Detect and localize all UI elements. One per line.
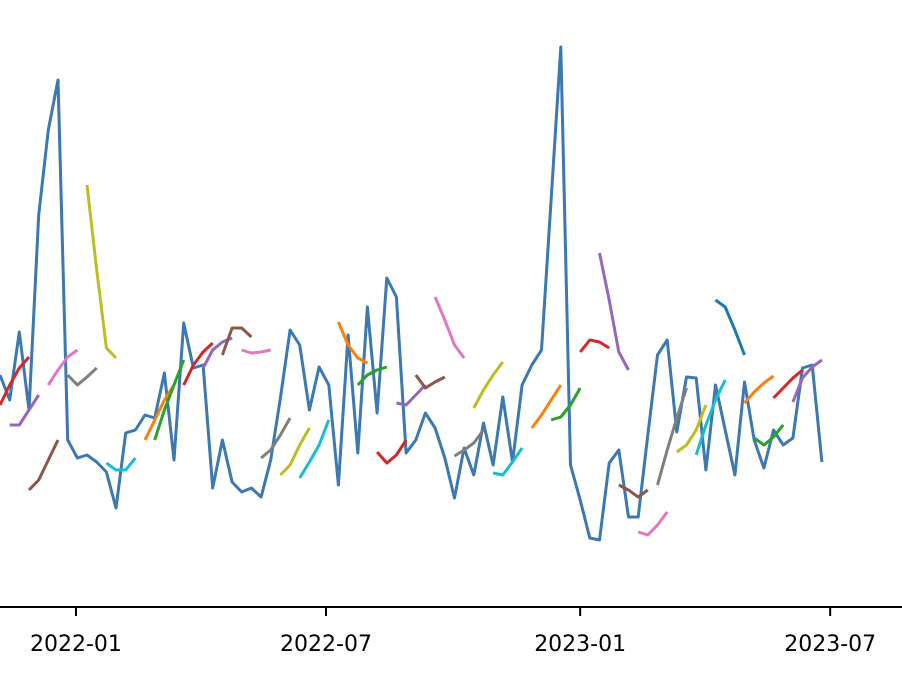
x-tick-label: 2022-01	[30, 632, 122, 657]
series-line	[47, 348, 79, 386]
x-tick-label: 2023-07	[784, 632, 876, 657]
series-line	[279, 427, 311, 477]
series-line	[618, 483, 649, 499]
series-line	[753, 424, 785, 447]
series-line	[260, 417, 292, 460]
series-line	[453, 429, 485, 458]
series-line	[656, 387, 688, 486]
series-line	[530, 384, 563, 429]
series-line	[579, 338, 610, 353]
series-line	[675, 404, 708, 454]
series-line	[0, 45, 824, 542]
series-line	[396, 383, 427, 407]
series-line	[791, 358, 823, 403]
series-line	[105, 457, 137, 472]
series-line	[714, 298, 746, 356]
series-line	[9, 394, 40, 427]
x-tick-label: 2023-01	[534, 632, 626, 657]
series-line	[433, 296, 466, 359]
series-line	[182, 341, 214, 386]
series-line	[414, 374, 446, 390]
series-line	[298, 419, 331, 479]
series-line	[550, 387, 582, 422]
series-line	[743, 374, 775, 404]
series-line	[153, 359, 186, 441]
series-line	[241, 348, 272, 355]
series-line	[492, 447, 524, 477]
series-line	[220, 326, 253, 356]
series-line	[598, 252, 630, 371]
series-line	[375, 439, 408, 465]
series-line	[27, 439, 60, 492]
series-line	[694, 379, 727, 456]
series-line	[0, 356, 31, 406]
series-line	[772, 368, 804, 400]
series-line	[472, 361, 505, 409]
series-line	[337, 321, 369, 365]
series-line	[85, 184, 118, 360]
x-tick-label: 2022-07	[280, 632, 372, 657]
series-line	[356, 365, 388, 387]
series-line	[66, 366, 98, 387]
series-line	[143, 384, 176, 441]
series-line	[637, 511, 669, 537]
